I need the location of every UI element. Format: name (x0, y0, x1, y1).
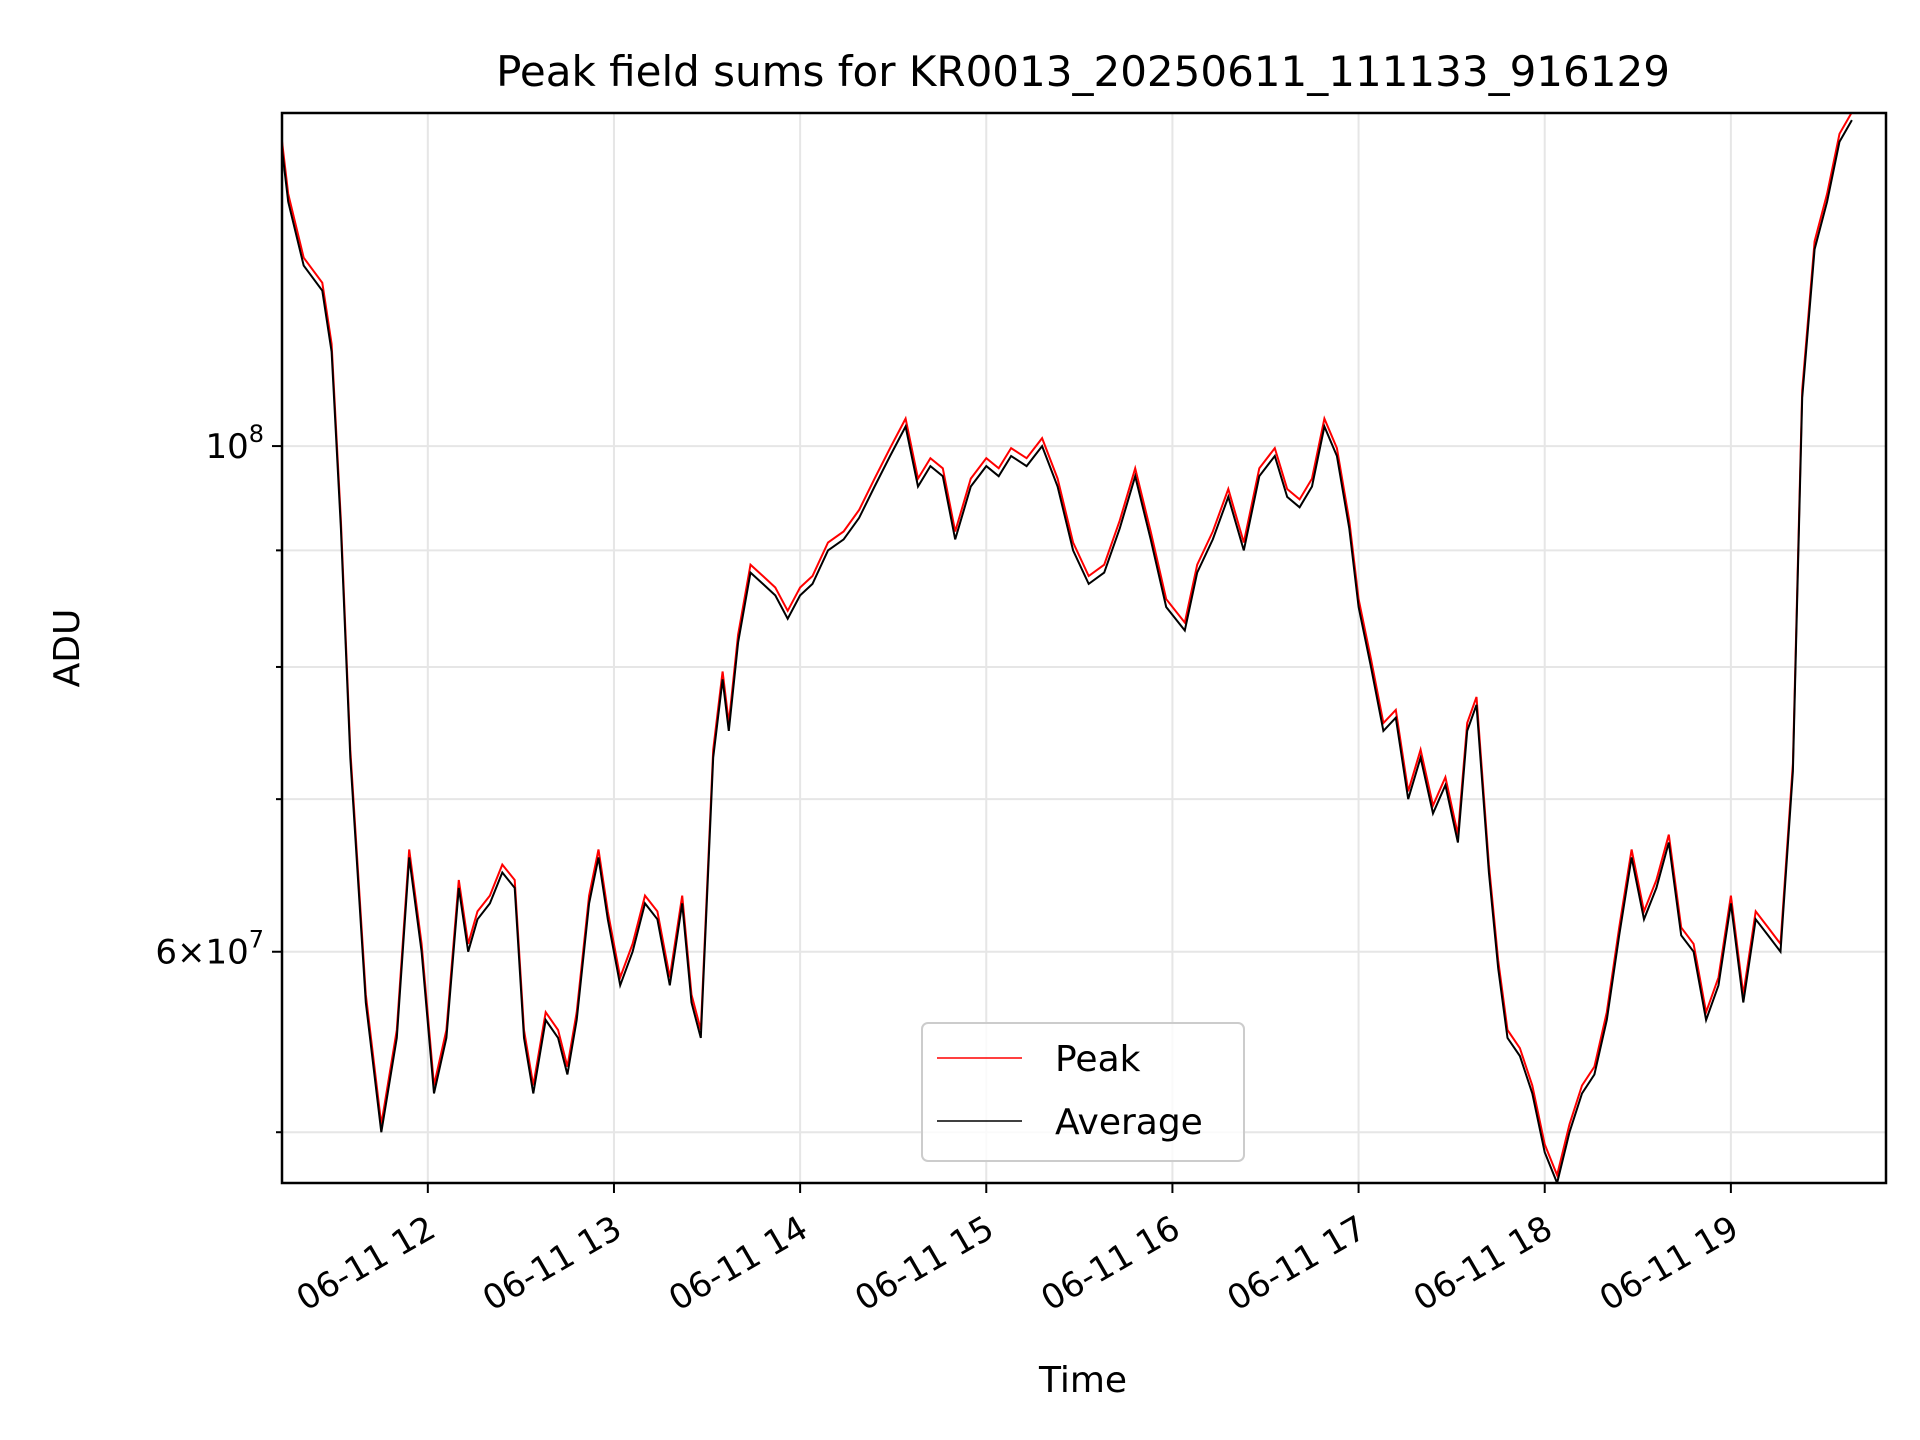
y-tick-label: 6×107 (155, 926, 264, 973)
y-axis-ticks: 108 6×107 (155, 420, 282, 1134)
plot-lines (282, 113, 1853, 1183)
chart-title: Peak field sums for KR0013_20250611_1111… (496, 47, 1670, 96)
series-line-average (282, 119, 1853, 1183)
x-tick-label: 06-11 16 (1035, 1208, 1187, 1319)
x-tick-label: 06-11 13 (476, 1208, 628, 1319)
legend-label-peak: Peak (1055, 1039, 1141, 1080)
x-axis-label: Time (1038, 1360, 1127, 1401)
x-tick-label: 06-11 18 (1407, 1208, 1559, 1319)
x-tick-label: 06-11 17 (1221, 1208, 1373, 1319)
series-line-peak (282, 113, 1853, 1179)
legend-label-average: Average (1055, 1102, 1203, 1143)
x-tick-label: 06-11 19 (1593, 1208, 1745, 1319)
x-tick-label: 06-11 14 (662, 1208, 814, 1319)
x-tick-label: 06-11 12 (290, 1208, 442, 1319)
plot-frame (280, 111, 1888, 1185)
x-axis-ticks: 06-11 12 06-11 13 06-11 14 06-11 15 06-11 16… (290, 1183, 1745, 1319)
grid (282, 113, 1886, 1183)
y-tick-label: 108 (205, 420, 264, 467)
y-axis-label: ADU (47, 609, 88, 688)
legend: Peak Average (921, 1022, 1245, 1162)
x-tick-label: 06-11 15 (848, 1208, 1000, 1319)
